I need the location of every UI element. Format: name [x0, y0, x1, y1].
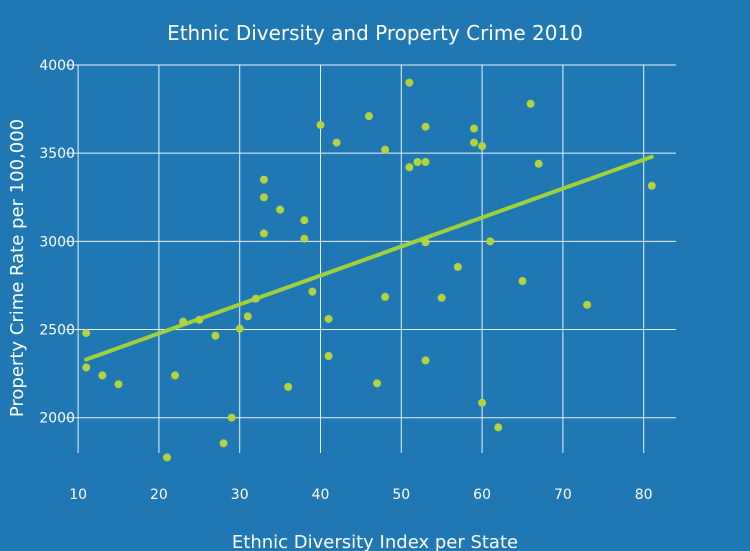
data-point — [405, 163, 414, 172]
x-axis-title: Ethnic Diversity Index per State — [232, 532, 518, 551]
data-point — [284, 382, 293, 391]
x-tick-label: 30 — [231, 487, 249, 503]
data-point — [114, 380, 123, 389]
data-point — [300, 234, 309, 243]
x-tick-label: 50 — [392, 487, 410, 503]
data-point — [413, 158, 422, 166]
data-point — [324, 352, 333, 360]
data-point — [405, 78, 414, 87]
chart-title: Ethnic Diversity and Property Crime 2010 — [167, 21, 583, 45]
x-tick-label: 20 — [150, 487, 168, 503]
data-point — [259, 193, 268, 202]
x-tick-label: 40 — [312, 487, 330, 503]
data-point — [486, 237, 495, 246]
data-point — [647, 181, 656, 190]
data-point — [478, 398, 487, 407]
data-point — [171, 371, 180, 380]
data-point — [470, 124, 479, 133]
data-point — [470, 138, 479, 147]
data-point — [308, 287, 317, 296]
y-tick-label: 3500 — [39, 146, 75, 162]
data-point — [421, 238, 430, 247]
trendline-layer — [84, 154, 654, 362]
data-point — [494, 423, 503, 432]
data-point — [211, 331, 220, 340]
data-point — [162, 453, 171, 462]
x-tick-label: 60 — [473, 487, 491, 503]
data-point — [300, 216, 309, 225]
data-point — [219, 439, 228, 448]
x-tick-label: 70 — [554, 487, 572, 503]
data-point — [316, 120, 325, 129]
grid — [66, 64, 676, 453]
data-point — [381, 145, 390, 154]
data-point — [518, 277, 527, 286]
tick-labels: 10 20 30 40 50 60 70 80 2000 2500 3000 3500 4000 — [39, 58, 652, 503]
data-point — [478, 142, 487, 151]
data-point — [364, 112, 373, 121]
y-axis-title: Property Crime Rate per 100,000 — [7, 119, 28, 417]
data-point — [453, 262, 462, 271]
data-point — [251, 294, 260, 303]
x-tick-label: 80 — [635, 487, 653, 503]
data-point — [259, 229, 268, 238]
y-tick-label: 3000 — [39, 234, 75, 250]
data-point — [195, 315, 204, 324]
data-point — [324, 314, 333, 323]
data-point — [82, 363, 91, 372]
data-point — [227, 413, 236, 422]
data-point — [373, 379, 382, 388]
data-point — [332, 138, 341, 147]
data-point — [583, 300, 592, 309]
data-point — [381, 292, 390, 301]
data-point — [98, 371, 107, 380]
data-point — [534, 159, 543, 168]
data-point — [82, 329, 91, 338]
y-tick-label: 2500 — [39, 323, 75, 339]
data-point — [235, 324, 244, 333]
data-point — [421, 356, 430, 365]
trendline — [84, 154, 654, 362]
data-points — [82, 78, 656, 462]
data-point — [276, 205, 285, 214]
data-point — [259, 175, 268, 184]
data-point — [526, 99, 535, 108]
data-point — [421, 158, 430, 166]
data-point — [421, 122, 430, 131]
y-tick-label: 4000 — [39, 58, 75, 74]
data-point — [243, 312, 252, 321]
data-point — [437, 293, 446, 302]
x-tick-label: 10 — [69, 487, 87, 503]
y-tick-label: 2000 — [39, 411, 75, 427]
data-point — [179, 317, 188, 326]
